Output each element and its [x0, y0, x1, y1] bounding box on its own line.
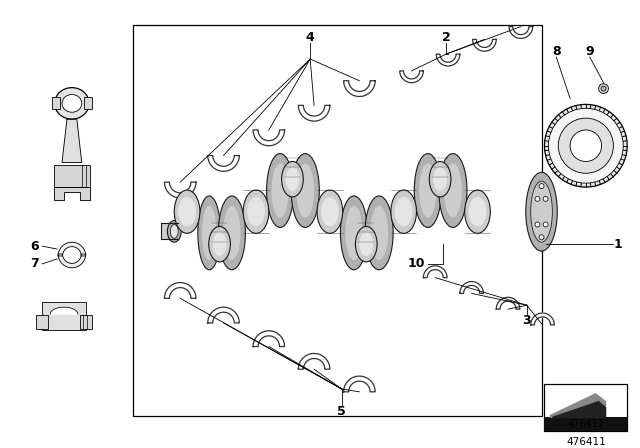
- Polygon shape: [436, 54, 460, 66]
- Polygon shape: [424, 266, 447, 278]
- Bar: [42, 302, 86, 330]
- Polygon shape: [164, 182, 196, 198]
- Ellipse shape: [223, 206, 241, 260]
- Ellipse shape: [282, 161, 303, 197]
- Ellipse shape: [317, 190, 342, 233]
- Text: 10: 10: [408, 257, 425, 270]
- Bar: [36, 315, 48, 329]
- Text: 5: 5: [337, 405, 346, 418]
- Ellipse shape: [321, 197, 339, 226]
- Ellipse shape: [198, 196, 221, 270]
- Ellipse shape: [170, 224, 178, 238]
- Ellipse shape: [465, 190, 490, 233]
- Polygon shape: [400, 71, 424, 83]
- Text: 1: 1: [614, 238, 623, 251]
- Text: 4: 4: [306, 31, 314, 44]
- Bar: [52, 98, 60, 109]
- Polygon shape: [496, 297, 520, 309]
- Circle shape: [539, 184, 544, 189]
- Polygon shape: [208, 155, 239, 171]
- Ellipse shape: [168, 220, 181, 242]
- Ellipse shape: [360, 233, 373, 256]
- Ellipse shape: [370, 206, 388, 260]
- Polygon shape: [552, 402, 605, 418]
- Ellipse shape: [202, 206, 216, 260]
- Ellipse shape: [174, 190, 200, 233]
- Polygon shape: [54, 187, 90, 200]
- Ellipse shape: [391, 190, 417, 233]
- Polygon shape: [509, 26, 532, 39]
- Ellipse shape: [209, 226, 230, 262]
- Ellipse shape: [247, 197, 265, 226]
- Bar: [545, 384, 627, 431]
- Ellipse shape: [178, 197, 196, 226]
- Ellipse shape: [570, 130, 602, 161]
- Bar: [545, 418, 627, 431]
- Circle shape: [543, 222, 548, 227]
- Polygon shape: [344, 81, 375, 96]
- Ellipse shape: [526, 172, 557, 251]
- Circle shape: [535, 196, 540, 201]
- Bar: [80, 315, 92, 329]
- Text: 3: 3: [522, 314, 531, 327]
- Polygon shape: [298, 105, 330, 121]
- Ellipse shape: [419, 164, 436, 218]
- Polygon shape: [50, 307, 78, 314]
- Ellipse shape: [296, 164, 314, 218]
- Ellipse shape: [62, 95, 82, 112]
- Polygon shape: [62, 119, 82, 163]
- Ellipse shape: [267, 154, 294, 228]
- Bar: [54, 165, 90, 187]
- Text: 8: 8: [552, 45, 561, 58]
- Ellipse shape: [548, 108, 623, 183]
- Ellipse shape: [285, 168, 300, 191]
- Polygon shape: [550, 394, 605, 418]
- Ellipse shape: [429, 161, 451, 197]
- Ellipse shape: [346, 206, 363, 260]
- Polygon shape: [344, 376, 375, 392]
- Ellipse shape: [291, 154, 319, 228]
- Ellipse shape: [531, 181, 552, 242]
- Circle shape: [601, 86, 606, 91]
- Ellipse shape: [212, 233, 227, 256]
- Polygon shape: [460, 282, 483, 293]
- Text: 476411: 476411: [566, 437, 605, 447]
- Ellipse shape: [340, 196, 367, 270]
- Text: 6: 6: [30, 240, 39, 253]
- Circle shape: [535, 222, 540, 227]
- Ellipse shape: [444, 164, 462, 218]
- Bar: [161, 224, 178, 239]
- Ellipse shape: [433, 168, 447, 191]
- Circle shape: [598, 84, 609, 94]
- Ellipse shape: [468, 197, 486, 226]
- Polygon shape: [164, 283, 196, 298]
- Ellipse shape: [558, 118, 613, 173]
- Ellipse shape: [243, 190, 269, 233]
- Ellipse shape: [218, 196, 245, 270]
- Polygon shape: [298, 353, 330, 369]
- Polygon shape: [208, 307, 239, 323]
- Polygon shape: [58, 254, 86, 268]
- Polygon shape: [58, 242, 86, 256]
- Circle shape: [543, 196, 548, 201]
- Ellipse shape: [395, 197, 413, 226]
- Circle shape: [539, 235, 544, 240]
- Text: 476411: 476411: [568, 419, 604, 429]
- Text: 9: 9: [586, 45, 594, 58]
- Ellipse shape: [355, 226, 377, 262]
- Polygon shape: [531, 313, 554, 325]
- Bar: [133, 25, 541, 417]
- Ellipse shape: [365, 196, 393, 270]
- Ellipse shape: [271, 164, 289, 218]
- Ellipse shape: [545, 104, 627, 187]
- Ellipse shape: [414, 154, 442, 228]
- Bar: [84, 98, 92, 109]
- Text: 2: 2: [442, 31, 451, 44]
- Polygon shape: [253, 130, 285, 146]
- Polygon shape: [472, 39, 496, 51]
- Ellipse shape: [54, 88, 89, 119]
- Ellipse shape: [439, 154, 467, 228]
- Polygon shape: [253, 331, 285, 347]
- Text: 7: 7: [30, 257, 39, 270]
